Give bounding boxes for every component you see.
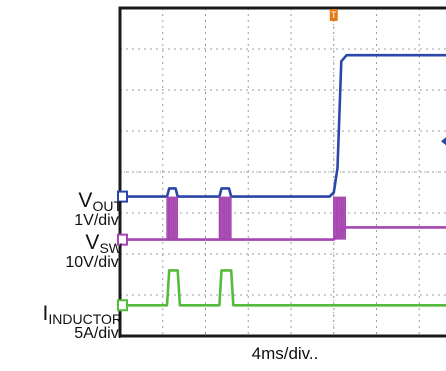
vsw-ground-marker xyxy=(117,233,128,246)
vsw-scale-label: 10V/div. xyxy=(65,254,122,271)
trigger-marker xyxy=(329,9,338,21)
x-axis-scale-label: 4ms/div.. xyxy=(251,344,319,363)
iind-ground-marker xyxy=(117,299,128,312)
vout-trace xyxy=(120,53,446,198)
inductor-scale-label: 5A/div. xyxy=(74,325,122,342)
iind-trace xyxy=(120,269,446,307)
trigger-marker-label: T xyxy=(331,10,337,20)
vout-scale-label: 1V/div. xyxy=(74,212,122,229)
vsw-label: VSW 10V/div. xyxy=(65,231,122,271)
chart-markers: T xyxy=(117,9,446,312)
inductor-current-label: IINDUCTOR 5A/div. xyxy=(42,302,122,342)
chart-traces xyxy=(120,53,446,307)
vout-ground-marker xyxy=(117,190,128,203)
vout-label: VOUT 1V/div. xyxy=(74,189,122,229)
chart-frame xyxy=(118,6,446,338)
trigger-level-marker xyxy=(441,137,446,146)
vsw-trace xyxy=(120,226,446,241)
